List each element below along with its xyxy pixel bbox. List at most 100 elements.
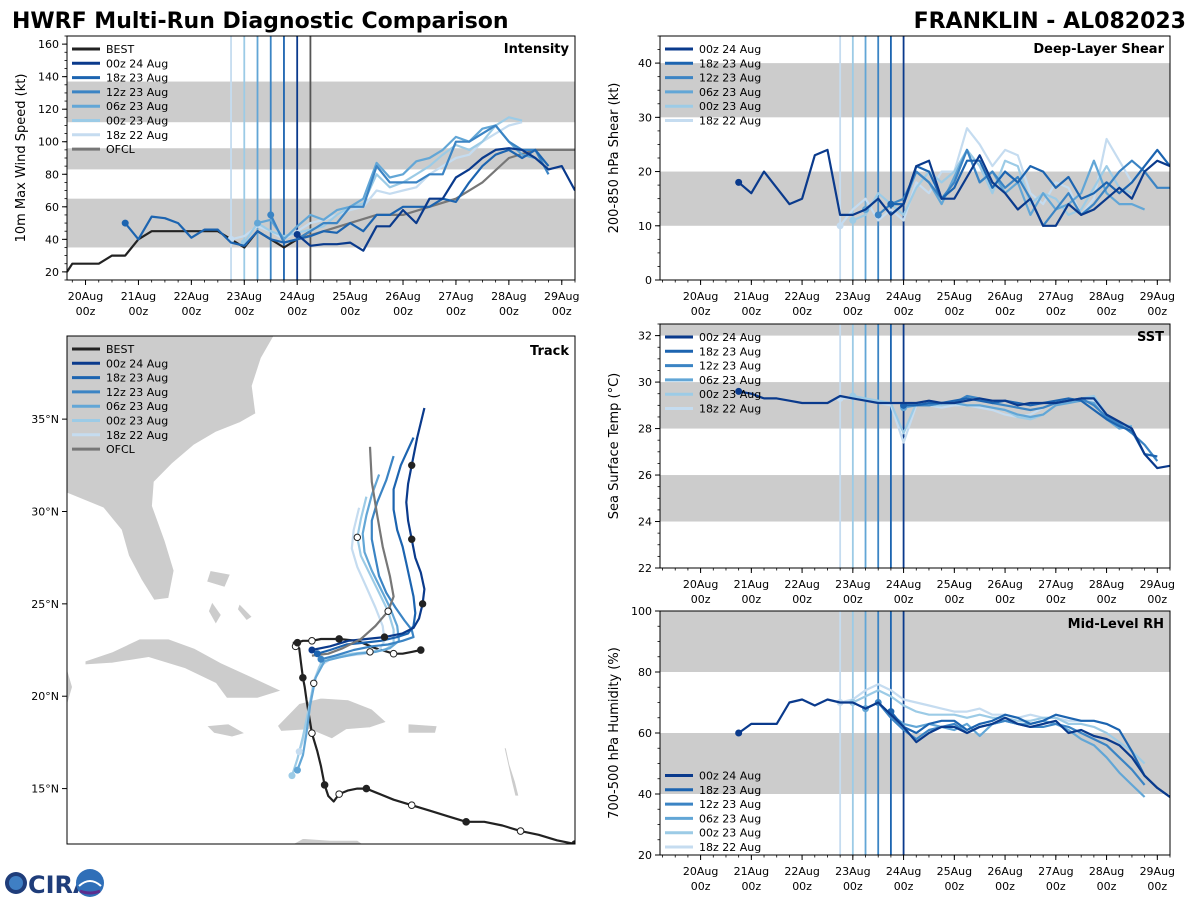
track-day-marker-6-12	[384, 607, 392, 615]
best-track-marker-0	[571, 840, 575, 844]
intensity-series-18z-23-aug	[124, 148, 550, 247]
intensity-xtick-hour-9: 00z	[552, 305, 572, 318]
sst-xtick-hour-1: 00z	[741, 593, 761, 606]
sst-ytick-label-0: 22	[638, 562, 652, 575]
sst-xtick-hour-0: 00z	[691, 593, 711, 606]
sst-panel-title: SST	[1137, 330, 1164, 345]
sst-plot-area	[660, 324, 1170, 568]
intensity-xtick-hour-1: 00z	[129, 305, 149, 318]
shear-xtick-day-9: 29Aug	[1140, 290, 1175, 303]
shear-panel-title: Deep-Layer Shear	[1033, 42, 1164, 57]
rh-xtick-hour-0: 00z	[691, 880, 711, 893]
shear-xtick-day-2: 22Aug	[784, 290, 819, 303]
intensity-ytick-label-1: 40	[45, 233, 59, 246]
rh-ytick-label-4: 100	[631, 605, 652, 618]
shear-series-18z-23-aug	[890, 148, 1170, 206]
intensity-ytick-label-3: 80	[45, 168, 59, 181]
sst-legend-label-3: 06z 23 Aug	[699, 374, 761, 387]
shear-xtick-hour-0: 00z	[691, 305, 711, 318]
sst-xtick-hour-6: 00z	[995, 593, 1015, 606]
sst-xtick-day-2: 22Aug	[784, 578, 819, 591]
sst-xtick-day-3: 23Aug	[835, 578, 870, 591]
rh-xtick-day-2: 22Aug	[784, 865, 819, 878]
rh-xtick-hour-8: 00z	[1097, 880, 1117, 893]
intensity-series-06z-23-aug	[257, 124, 536, 241]
track-series-00z-24-aug	[311, 407, 426, 652]
shear-band-1	[660, 63, 1170, 118]
rh-xtick-day-6: 26Aug	[987, 865, 1022, 878]
track-day-marker-6-4	[310, 679, 318, 687]
rh-series-00z-24-aug	[738, 698, 1170, 798]
shear-xtick-hour-6: 00z	[995, 305, 1015, 318]
sst-ytick-label-3: 28	[638, 423, 652, 436]
rh-xtick-day-4: 24Aug	[886, 865, 921, 878]
shear-xtick-hour-5: 00z	[944, 305, 964, 318]
land-bahamas-c	[237, 603, 253, 622]
sst-xtick-day-1: 21Aug	[734, 578, 769, 591]
land-hispaniola	[276, 697, 388, 740]
shear-init-marker-0	[735, 178, 743, 186]
shear-legend-label-4: 00z 23 Aug	[699, 100, 761, 113]
sst-xtick-hour-8: 00z	[1097, 593, 1117, 606]
intensity-legend-label-1: 00z 24 Aug	[106, 57, 168, 70]
rh-xtick-day-7: 27Aug	[1038, 865, 1073, 878]
intensity-xtick-hour-8: 00z	[499, 305, 519, 318]
shear-xtick-hour-8: 00z	[1097, 305, 1117, 318]
best-track-marker-18	[320, 781, 329, 789]
rh-xtick-hour-1: 00z	[741, 880, 761, 893]
intensity-ytick-label-0: 20	[45, 266, 59, 279]
intensity-panel-title: Intensity	[504, 42, 570, 57]
cira-logo: CIRA	[5, 869, 104, 899]
shear-legend-label-0: 00z 24 Aug	[699, 43, 761, 56]
intensity-xtick-hour-7: 00z	[446, 305, 466, 318]
sst-ytick-label-2: 26	[638, 469, 652, 482]
intensity-init-marker-4	[267, 211, 275, 219]
track-panel-title: Track	[530, 344, 569, 359]
rh-ytick-label-0: 20	[638, 849, 652, 862]
best-track-marker-24	[299, 673, 307, 682]
rh-xtick-day-9: 29Aug	[1140, 865, 1175, 878]
shear-xtick-hour-9: 00z	[1147, 305, 1167, 318]
track-ytick-label-4: 35°N	[31, 413, 59, 426]
rh-series-18z-23-aug	[890, 710, 1170, 798]
shear-xtick-hour-4: 00z	[894, 305, 914, 318]
rh-xtick-hour-7: 00z	[1046, 880, 1066, 893]
track-series-18z-23-aug	[317, 437, 417, 655]
shear-xtick-day-7: 27Aug	[1038, 290, 1073, 303]
track-ytick-label-3: 30°N	[31, 505, 59, 518]
rh-legend-label-5: 18z 22 Aug	[699, 841, 761, 854]
intensity-ytick-label-5: 120	[38, 103, 59, 116]
track-init-marker-7	[295, 748, 303, 756]
track-init-marker-4	[317, 655, 325, 663]
rh-series-18z-22-aug	[839, 683, 1107, 725]
logo-globe-left-inner	[9, 876, 23, 890]
rh-panel-title: Mid-Level RH	[1068, 617, 1164, 632]
rh-legend-label-2: 12z 23 Aug	[699, 798, 761, 811]
shear-xtick-day-3: 23Aug	[835, 290, 870, 303]
track-frame	[66, 335, 576, 845]
sst-frame	[659, 323, 1171, 569]
track-ytick-label-1: 20°N	[31, 690, 59, 703]
track-day-marker-2-4	[380, 633, 389, 641]
shear-series-00z-24-aug	[737, 148, 1170, 227]
intensity-xtick-day-2: 22Aug	[174, 290, 209, 303]
intensity-xtick-day-5: 25Aug	[332, 290, 367, 303]
intensity-legend-label-4: 06z 23 Aug	[106, 100, 168, 113]
rh-xtick-day-0: 20Aug	[683, 865, 718, 878]
intensity-xtick-day-8: 28Aug	[491, 290, 526, 303]
intensity-band-2	[67, 81, 575, 123]
shear-xtick-day-5: 25Aug	[937, 290, 972, 303]
rh-xtick-day-5: 25Aug	[937, 865, 972, 878]
shear-legend-label-2: 12z 23 Aug	[699, 72, 761, 85]
shear-init-marker-2	[874, 211, 882, 219]
intensity-panel: 20 40 60 80 100 120 140 160 20Aug 00z 21Aug 00z 22Au…	[14, 35, 580, 318]
shear-ytick-label-4: 40	[638, 57, 652, 70]
rh-ytick-label-3: 80	[638, 666, 652, 679]
shear-init-marker-1	[887, 200, 895, 208]
rh-band-0	[660, 733, 1170, 794]
